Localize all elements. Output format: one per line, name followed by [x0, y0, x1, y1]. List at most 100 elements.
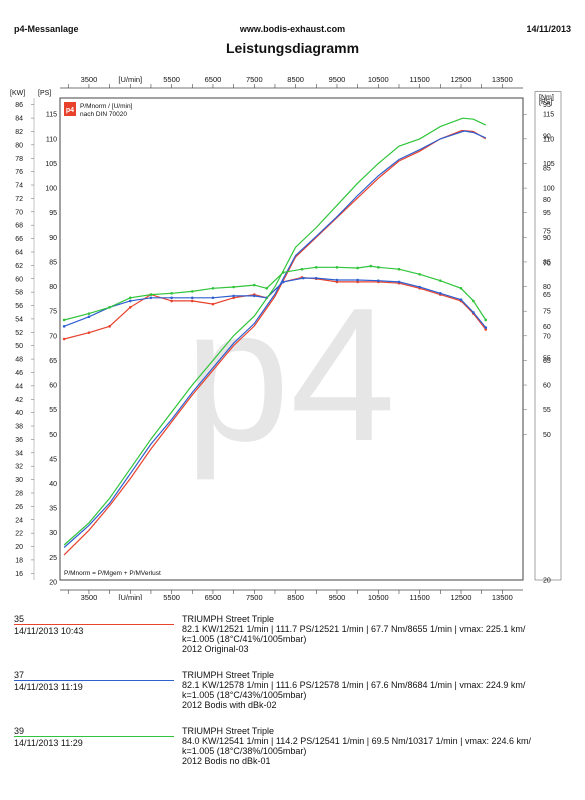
x-tick-label-bottom: 10500: [368, 593, 389, 600]
nm-tick-label: 70: [543, 260, 551, 267]
kw-tick-label: 38: [15, 424, 23, 431]
run-stats: 82.1 KW/12521 1/min | 111.7 PS/12521 1/m…: [182, 624, 526, 634]
kw-tick-label: 50: [15, 343, 23, 350]
torque-point-run-35: [170, 299, 173, 303]
torque-point-run-37: [301, 276, 305, 280]
torque-point-run-37: [281, 280, 285, 284]
run-date: 14/11/2013 11:29: [14, 738, 83, 748]
dyno-chart: p4 3500 3500 [U/min] [U/min] 5500 5500 6500 6500…: [10, 75, 562, 600]
header-date: 14/11/2013: [526, 24, 571, 34]
plot-frame: [59, 97, 524, 581]
bottom-formula: P/Mnorm = P/Mgem + P/MVerlust: [64, 570, 161, 577]
watermark-p4: p4: [184, 269, 395, 481]
x-tick-label-bottom: 13500: [492, 593, 513, 600]
torque-point-run-39: [484, 318, 488, 322]
torque-point-run-35: [356, 280, 359, 284]
x-tick-label-top: 6500: [205, 75, 222, 84]
torque-point-run-37: [232, 294, 235, 298]
torque-point-run-35: [484, 328, 488, 331]
run-config: 2012 Original-03: [182, 644, 249, 654]
torque-point-run-39: [252, 283, 256, 287]
ps-tick-label-right: 85: [543, 259, 551, 266]
ps-tick-label-left: 105: [45, 161, 57, 168]
kw-tick-label: 56: [15, 303, 23, 310]
x-tick-label-top: 11500: [409, 75, 429, 84]
torque-point-run-35: [87, 331, 91, 334]
x-tick-label-bottom: 8500: [287, 593, 304, 600]
ps-tick-label-left: 95: [49, 210, 57, 217]
torque-point-run-39: [369, 264, 373, 268]
nm-tick-label: 75: [543, 229, 551, 236]
ps-tick-label-left: 25: [49, 555, 57, 562]
torque-point-run-35: [62, 337, 66, 341]
run-color-line: [14, 736, 174, 737]
torque-point-run-39: [62, 318, 66, 322]
torque-point-run-39: [149, 293, 153, 296]
x-tick-label-top: 3500: [81, 75, 98, 84]
torque-point-run-35: [190, 299, 194, 303]
torque-point-run-37: [62, 325, 66, 328]
torque-point-run-37: [87, 315, 91, 319]
torque-point-run-35: [335, 280, 339, 284]
kw-tick-label: 20: [15, 544, 23, 551]
ps-tick-label-right: 105: [543, 161, 555, 168]
x-tick-label-top: 8500: [287, 75, 304, 84]
torque-point-run-35: [232, 296, 235, 300]
run-model: TRIUMPH Street Triple: [182, 614, 275, 624]
torque-point-run-37: [252, 294, 256, 298]
legend-logo: [64, 102, 76, 116]
x-tick-label-top: [U/min]: [118, 75, 142, 84]
torque-curve-run-39: [63, 265, 487, 321]
run-color-line: [14, 680, 174, 681]
ps-tick-label-right: 75: [543, 309, 551, 316]
run-config: 2012 Bodis no dBk-01: [182, 756, 271, 766]
nm-tick-label: 55: [543, 356, 551, 363]
run-conditions: k=1.005 (18°C/38%/1005mbar): [182, 746, 307, 756]
ps-tick-label-left: 45: [49, 456, 57, 463]
run-entry-3: 39 14/11/2013 11:29 TRIUMPH Street Tripl…: [0, 726, 585, 786]
torque-point-run-37: [170, 296, 173, 300]
run-stats: 82.1 KW/12578 1/min | 111.6 PS/12578 1/m…: [182, 680, 526, 690]
run-entry-1: 35 14/11/2013 10:43 TRIUMPH Street Tripl…: [0, 614, 585, 674]
ps-tick-label-left: 55: [49, 407, 57, 414]
torque-point-run-39: [439, 279, 442, 282]
chart-title: Leistungsdiagramm: [225, 40, 360, 56]
run-color-line: [14, 624, 174, 625]
torque-point-run-37: [211, 296, 215, 300]
torque-point-run-37: [397, 280, 401, 284]
x-tick-label-top: 13500: [492, 75, 513, 84]
kw-tick-label: 74: [15, 183, 23, 190]
torque-point-run-39: [335, 266, 339, 269]
torque-point-run-35: [108, 325, 111, 328]
ps-tick-label-left: 75: [49, 309, 57, 316]
run-model: TRIUMPH Street Triple: [182, 670, 275, 680]
kw-tick-label: 78: [15, 156, 23, 163]
kw-tick-label: 60: [15, 276, 23, 283]
ps-tick-label-left: 80: [49, 284, 57, 291]
ps-tick-label-right: 115: [543, 112, 554, 119]
legend-line-1: P/Mnorm / [U/min]: [80, 103, 133, 110]
ps-tick-label-left: 70: [49, 333, 57, 340]
torque-point-run-37: [315, 276, 318, 280]
ps-tick-label-right: 60: [543, 383, 551, 390]
torque-point-run-39: [265, 286, 268, 290]
torque-point-run-39: [315, 266, 318, 269]
torque-point-run-39: [281, 271, 285, 274]
kw-tick-label: 84: [15, 116, 23, 123]
x-tick-label-top: 10500: [368, 75, 389, 84]
torque-point-run-35: [128, 305, 132, 309]
x-tick-label-top: 9500: [329, 75, 346, 84]
x-tick-label-top: 12500: [451, 75, 472, 84]
kw-tick-label: 86: [15, 102, 23, 109]
kw-tick-label: 48: [15, 357, 23, 364]
ps-tick-label-right: 70: [543, 333, 551, 340]
header-center: www.bodis-exhaust.com: [239, 24, 346, 34]
ps-axis-label-right: [PS]: [539, 99, 552, 106]
ps-tick-label-left: 100: [45, 186, 57, 193]
kw-tick-label: 44: [15, 383, 23, 390]
ps-tick-label-left: 65: [49, 358, 57, 365]
run-number: 39: [14, 726, 25, 736]
power-curve-run-37: [63, 130, 487, 548]
kw-tick-label: 82: [15, 129, 23, 136]
nm-tick-label: 65: [543, 292, 551, 299]
